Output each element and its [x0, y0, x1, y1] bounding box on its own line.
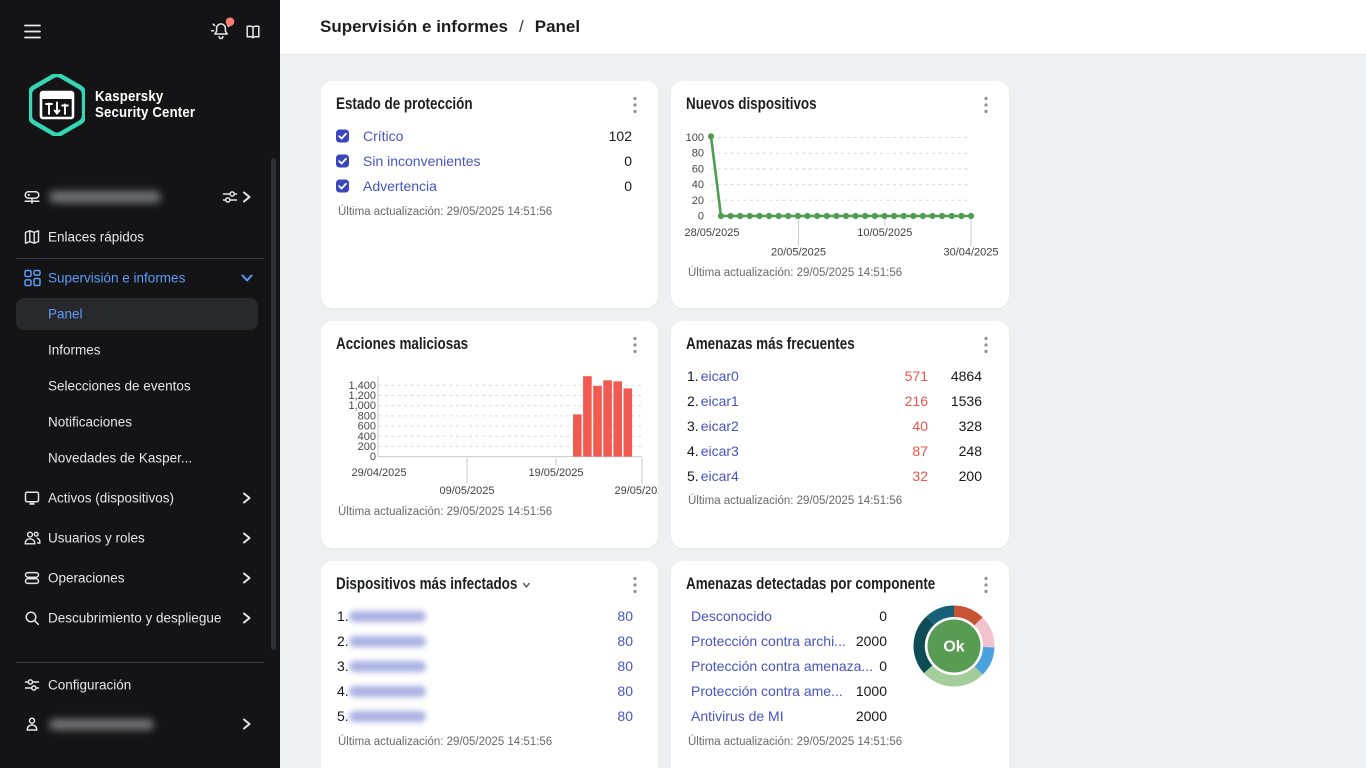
svg-text:30/04/2025: 30/04/2025: [943, 247, 998, 259]
svg-text:40: 40: [692, 179, 704, 191]
svg-text:1,400: 1,400: [348, 380, 376, 392]
svg-text:29/05/2025: 29/05/2025: [614, 485, 658, 497]
svg-text:1,200: 1,200: [348, 390, 376, 402]
svg-text:80: 80: [692, 148, 704, 160]
svg-text:600: 600: [358, 421, 376, 433]
svg-text:20/05/2025: 20/05/2025: [771, 247, 826, 259]
svg-text:29/04/2025: 29/04/2025: [351, 467, 406, 479]
svg-text:100: 100: [686, 132, 704, 144]
svg-text:10/05/2025: 10/05/2025: [857, 227, 912, 239]
svg-text:60: 60: [692, 163, 704, 175]
svg-text:Ok: Ok: [943, 639, 964, 656]
svg-text:200: 200: [358, 441, 376, 453]
svg-text:09/05/2025: 09/05/2025: [439, 485, 494, 497]
svg-text:800: 800: [358, 410, 376, 422]
svg-text:20: 20: [692, 195, 704, 207]
svg-text:400: 400: [358, 431, 376, 443]
svg-text:1,000: 1,000: [348, 400, 376, 412]
svg-text:0: 0: [698, 211, 704, 223]
svg-text:0: 0: [370, 451, 376, 463]
svg-text:28/05/2025: 28/05/2025: [684, 227, 739, 239]
svg-text:19/05/2025: 19/05/2025: [528, 467, 583, 479]
